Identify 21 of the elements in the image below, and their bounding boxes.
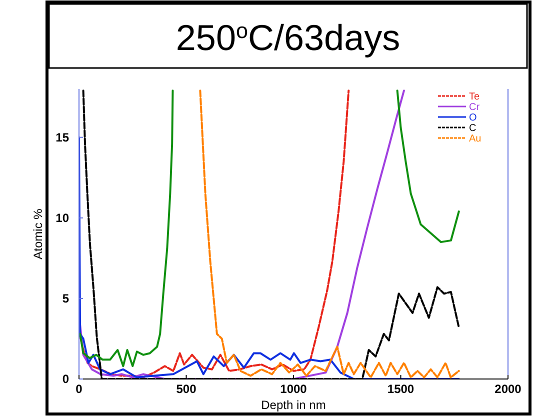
legend-label: Te	[469, 92, 480, 102]
y-tick-label: 0	[62, 372, 70, 386]
y-tick-label: 5	[62, 292, 70, 306]
x-axis-title: Depth in nm	[261, 398, 326, 412]
legend-label: Cr	[469, 102, 480, 113]
y-axis-title: Atomic %	[31, 208, 45, 260]
line-series	[79, 136, 460, 379]
legend-label: C	[469, 123, 476, 134]
x-tick-label: 1500	[387, 382, 414, 396]
chart-title: 250$^{o}$C/63days	[176, 17, 400, 58]
line-series	[199, 90, 460, 378]
y-tick-label: 15	[56, 130, 70, 145]
legend-label: O	[469, 112, 477, 124]
line-series	[79, 90, 405, 379]
line-series	[79, 90, 350, 378]
x-tick-label: 0	[76, 382, 83, 396]
x-tick-label: 2000	[494, 382, 522, 396]
legend-label: Au	[469, 134, 482, 144]
x-tick-label: 500	[176, 382, 197, 396]
x-tick-label: 1000	[280, 382, 308, 396]
y-tick-label: 10	[56, 211, 70, 226]
